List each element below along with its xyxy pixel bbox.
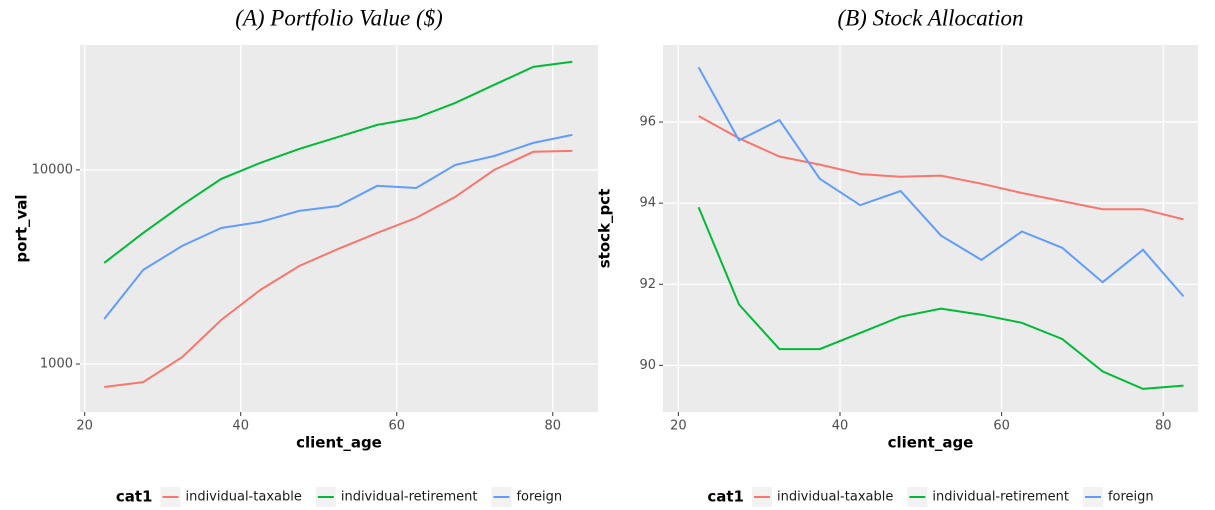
- data-line: [697, 66, 1185, 298]
- legend: cat1 individual-taxable individual-retirem…: [707, 487, 1154, 507]
- legend-label: individual-taxable: [777, 490, 893, 505]
- y-axis-title: stock_pct: [596, 189, 614, 269]
- chart-title: (B) Stock Allocation: [837, 5, 1023, 30]
- x-tick-label: 40: [832, 419, 849, 434]
- x-tick-label: 80: [1155, 419, 1172, 434]
- x-axis-title: client_age: [296, 434, 382, 452]
- data-line: [104, 149, 573, 388]
- plot-background: [663, 45, 1198, 412]
- legend-label: foreign: [516, 490, 562, 505]
- x-tick-label: 40: [232, 419, 249, 434]
- y-tick-label: 92: [639, 277, 656, 292]
- y-axis-title: port_val: [13, 194, 31, 262]
- y-tick-label: 94: [639, 196, 656, 211]
- data-line: [698, 115, 1184, 221]
- panel: 1000 10000 20 40 60 80 (A) Portfolio Value ($)…: [13, 5, 598, 507]
- panel: 90 92 94 96 20 40 60 80 (B) Stock Allocation clie…: [596, 5, 1198, 507]
- legend: cat1 individual-taxable individual-retirem…: [116, 487, 562, 507]
- x-tick-label: 80: [544, 419, 561, 434]
- legend-label: foreign: [1108, 490, 1154, 505]
- y-tick-label: 10000: [32, 162, 73, 177]
- legend-label: individual-taxable: [185, 490, 301, 505]
- plot-background: [80, 45, 598, 412]
- legend-label: individual-retirement: [341, 490, 478, 505]
- y-tick-label: 1000: [40, 357, 73, 372]
- legend-title: cat1: [707, 488, 744, 506]
- x-tick-label: 60: [993, 419, 1010, 434]
- x-tick-label: 60: [388, 419, 405, 434]
- data-line: [103, 133, 573, 320]
- x-tick-label: 20: [76, 419, 93, 434]
- chart-title: (A) Portfolio Value ($): [235, 5, 443, 30]
- data-line: [697, 206, 1184, 390]
- x-tick-label: 20: [670, 419, 687, 434]
- legend-label: individual-retirement: [932, 490, 1069, 505]
- y-tick-label: 96: [639, 115, 656, 130]
- x-axis-title: client_age: [888, 434, 974, 452]
- legend-title: cat1: [116, 488, 153, 506]
- data-line: [103, 60, 573, 264]
- y-tick-label: 90: [639, 358, 656, 373]
